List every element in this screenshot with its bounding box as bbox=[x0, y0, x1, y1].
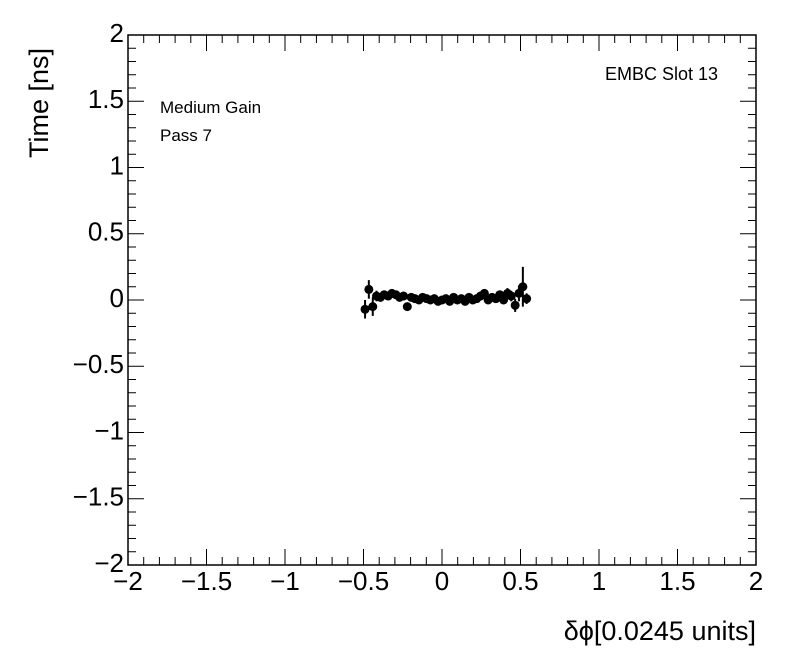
x-tick-label: 1 bbox=[592, 566, 606, 596]
x-axis-label: δϕ[0.0245 units] bbox=[564, 616, 756, 646]
x-tick-label: 1.5 bbox=[659, 566, 695, 596]
data-point bbox=[518, 282, 528, 292]
y-axis-label: Time [ns] bbox=[24, 48, 54, 158]
y-tick-label: −1.5 bbox=[73, 482, 124, 512]
annotation: Medium Gain bbox=[160, 98, 261, 117]
data-point bbox=[399, 291, 409, 301]
data-point bbox=[364, 284, 374, 294]
x-tick-label: −1.5 bbox=[181, 566, 232, 596]
y-tick-label: 0 bbox=[110, 283, 124, 313]
data-point bbox=[506, 291, 516, 301]
data-point bbox=[360, 304, 370, 314]
y-tick-label: 2 bbox=[110, 18, 124, 48]
y-tick-label: −2 bbox=[94, 548, 124, 578]
data-point bbox=[514, 288, 524, 298]
annotation: Pass 7 bbox=[160, 126, 212, 145]
x-tick-label: −2 bbox=[113, 566, 143, 596]
y-tick-label: 1 bbox=[110, 150, 124, 180]
y-tick-label: 1.5 bbox=[88, 84, 124, 114]
data-point bbox=[402, 302, 412, 312]
x-tick-label: 0 bbox=[435, 566, 449, 596]
x-tick-label: −0.5 bbox=[338, 566, 389, 596]
annotation: EMBC Slot 13 bbox=[605, 64, 718, 84]
x-tick-label: 0.5 bbox=[502, 566, 538, 596]
data-point bbox=[479, 288, 489, 298]
data-point bbox=[510, 300, 520, 310]
data-point bbox=[522, 294, 532, 304]
y-tick-label: −0.5 bbox=[73, 349, 124, 379]
x-tick-label: −1 bbox=[270, 566, 300, 596]
data-point bbox=[499, 295, 509, 305]
y-tick-label: 0.5 bbox=[88, 217, 124, 247]
y-tick-label: −1 bbox=[94, 415, 124, 445]
data-point bbox=[368, 302, 378, 312]
x-tick-label: 2 bbox=[749, 566, 763, 596]
